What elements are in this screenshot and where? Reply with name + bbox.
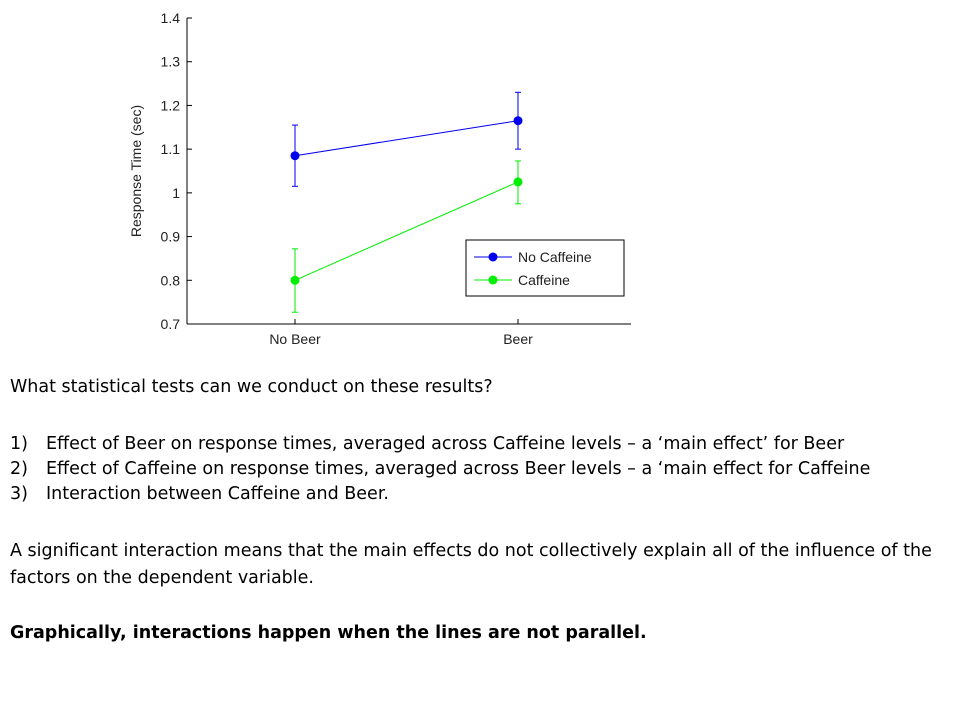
conclusion-text: Graphically, interactions happen when th… xyxy=(10,623,647,643)
series-line xyxy=(294,120,519,157)
y-tick-label: 1.2 xyxy=(161,97,181,113)
y-tick-label: 1.1 xyxy=(161,141,181,157)
y-tick-label: 1 xyxy=(172,185,180,201)
list-item: 1) Effect of Beer on response times, aver… xyxy=(10,434,845,454)
data-point xyxy=(290,151,300,161)
list-item: 3) Interaction between Caffeine and Beer. xyxy=(10,484,389,504)
data-point xyxy=(513,116,523,126)
data-point xyxy=(513,177,523,187)
y-tick-label: 0.9 xyxy=(161,229,181,245)
y-tick-label: 1.4 xyxy=(161,10,181,26)
legend-marker xyxy=(488,252,498,262)
y-tick-label: 1.3 xyxy=(161,54,181,70)
list-item: 2) Effect of Caffeine on response times, … xyxy=(10,459,871,479)
legend-box xyxy=(465,239,625,297)
legend-label: Caffeine xyxy=(518,272,570,288)
data-point xyxy=(290,275,300,285)
interaction-line-chart: 0.7 0.8 0.9 1 1.1 1.2 1.3 1.4 No Beer Beer Respons… xyxy=(128,10,631,347)
x-tick-label: Beer xyxy=(503,331,533,347)
series-line xyxy=(294,181,519,281)
y-axis-label: Response Time (sec) xyxy=(128,105,144,237)
legend-label: No Caffeine xyxy=(518,249,592,265)
y-tick-label: 0.7 xyxy=(161,316,181,332)
legend-marker xyxy=(488,275,498,285)
question-text: What statistical tests can we conduct on… xyxy=(10,377,493,397)
x-tick-label: No Beer xyxy=(269,331,321,347)
y-tick-label: 0.8 xyxy=(161,272,181,288)
interaction-note: A significant interaction means that the… xyxy=(10,541,932,588)
test-list: 1) Effect of Beer on response times, aver… xyxy=(10,432,870,507)
